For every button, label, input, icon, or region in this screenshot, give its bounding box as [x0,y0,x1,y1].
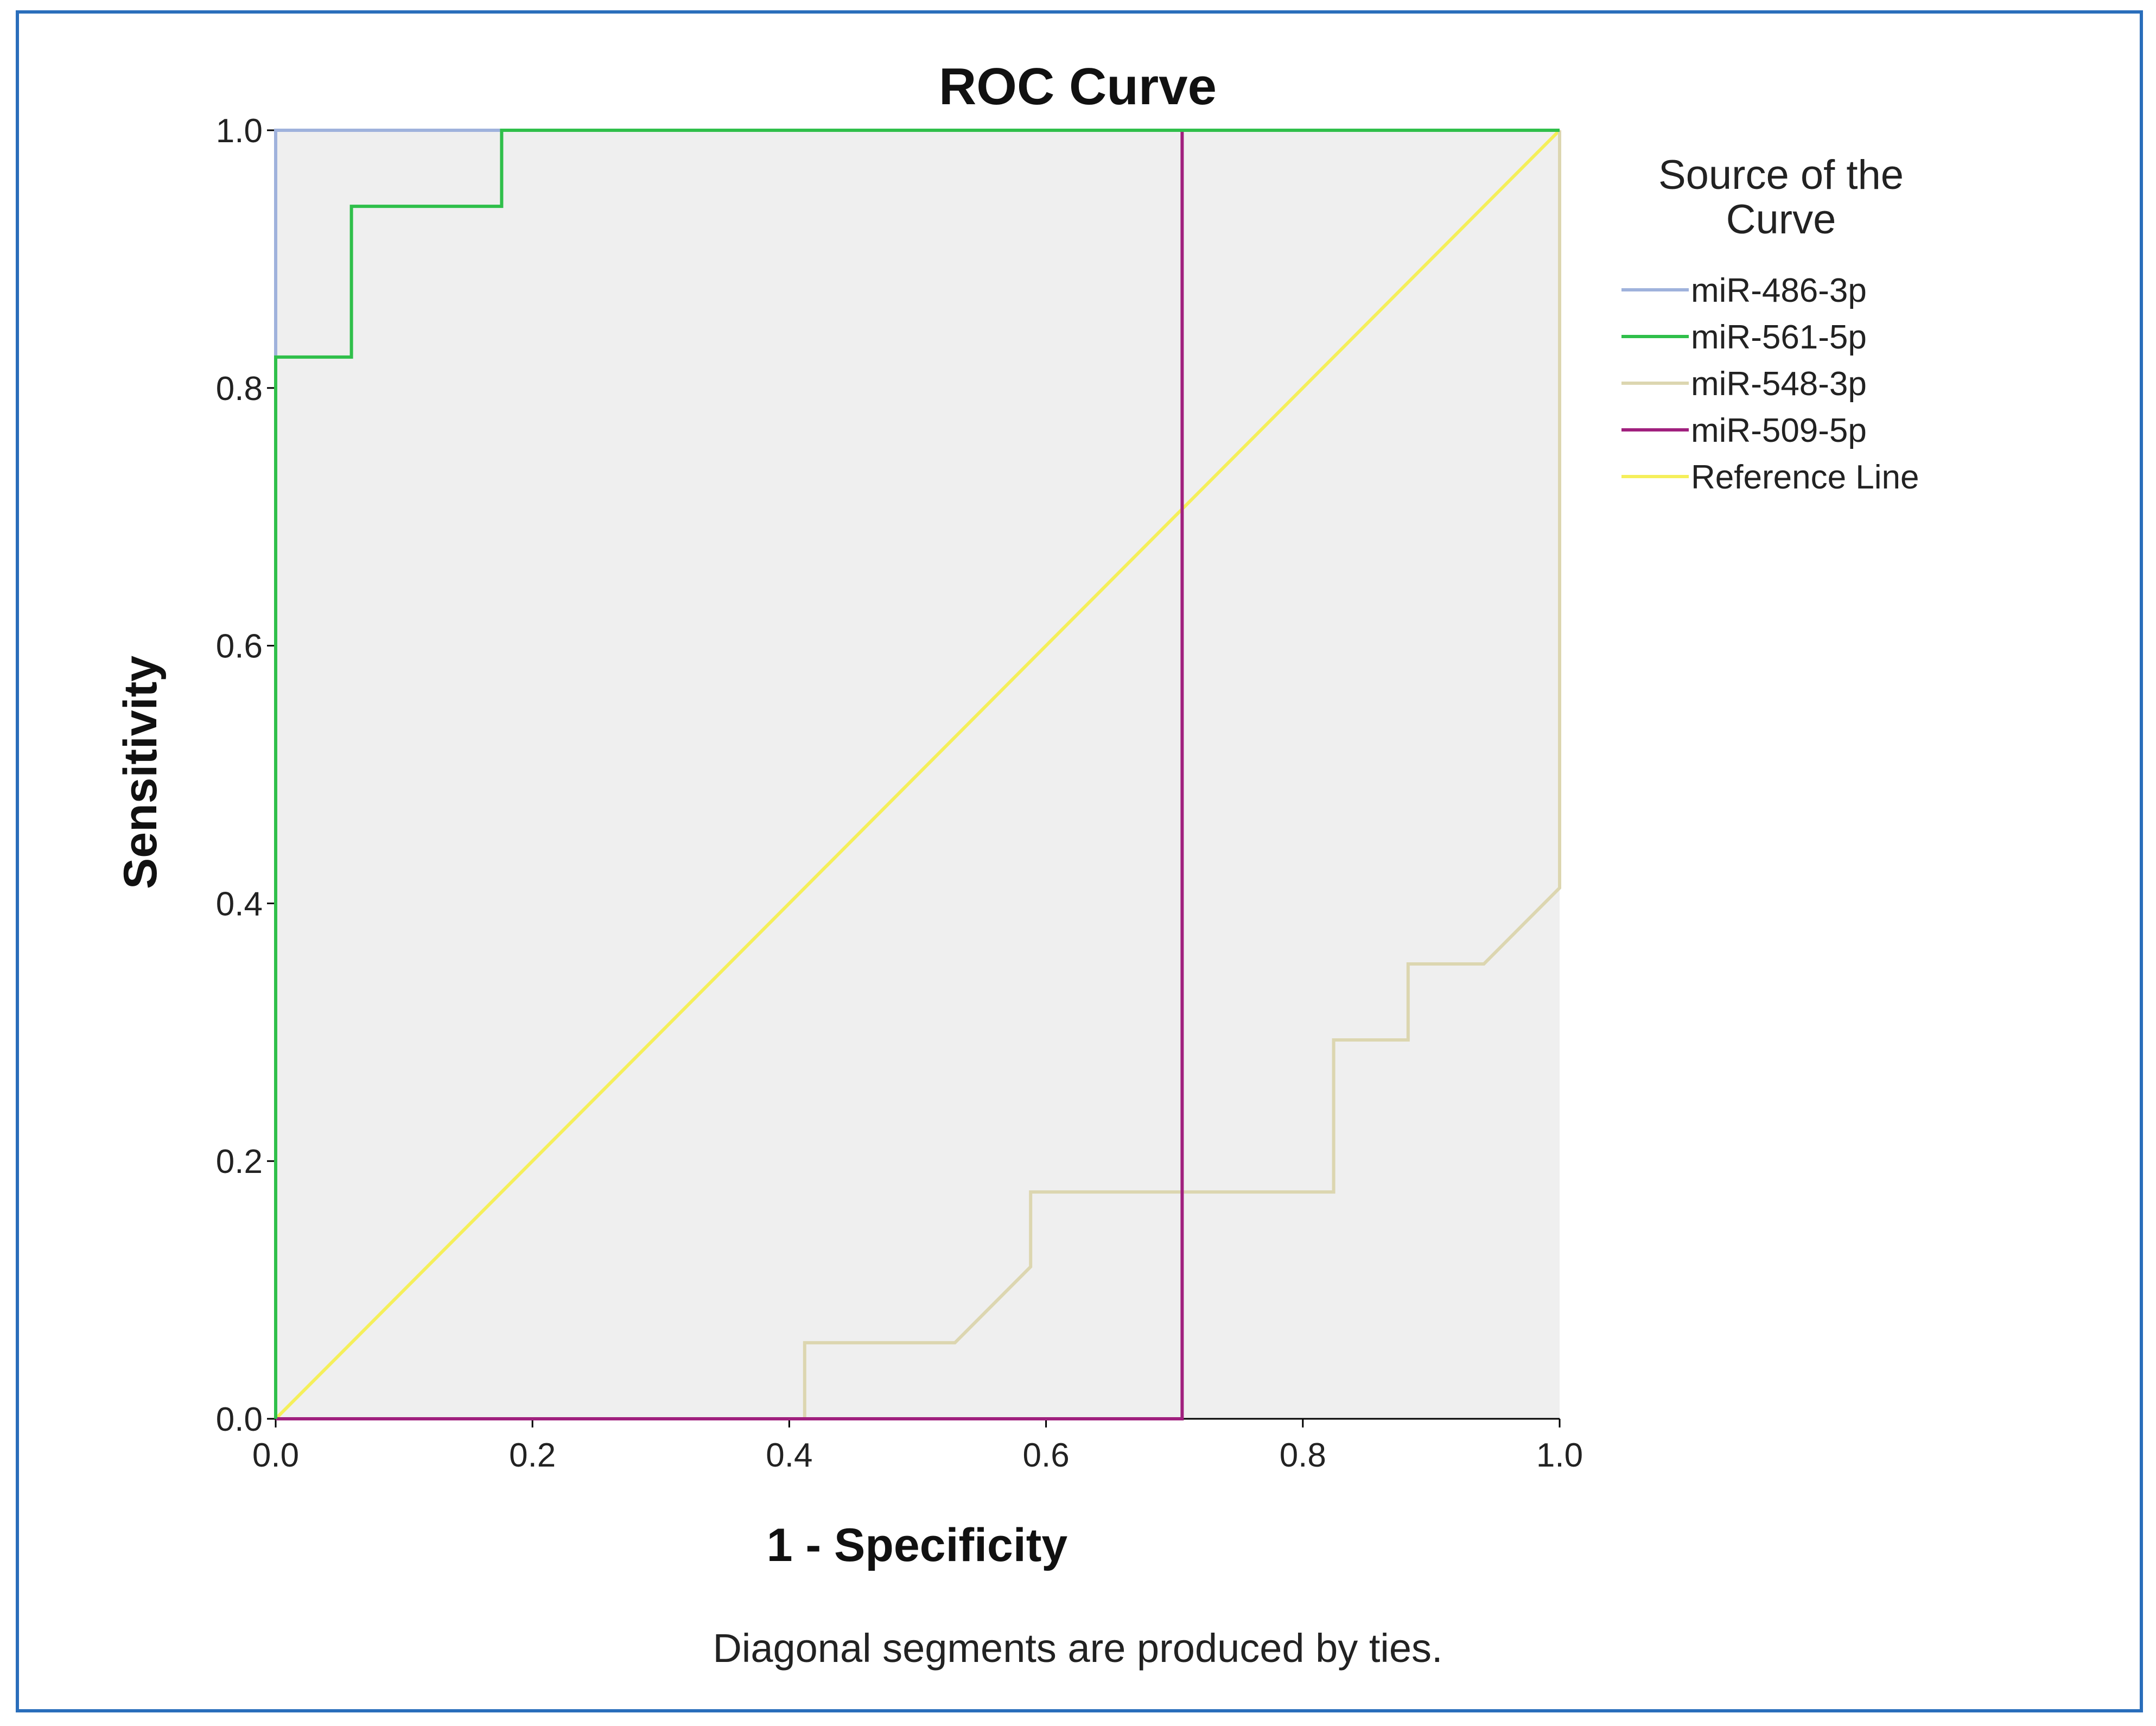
x-tick-label: 0.4 [766,1437,812,1474]
footnote: Diagonal segments are produced by ties. [713,1626,1442,1671]
y-tick-label: 0.8 [216,370,263,408]
series-lines [274,129,1561,1420]
y-tick-label: 0.6 [216,628,263,665]
x-tick-label: 0.6 [1022,1437,1069,1474]
legend-label-mir-561-5p: miR-561-5p [1691,319,1867,356]
legend-label-mir-509-5p: miR-509-5p [1691,412,1867,449]
y-tick-label: 1.0 [216,112,263,150]
series-line-reference-line [274,129,1561,1420]
axes: 0.0 0.2 0.4 0.6 0.8 1.0 0.0 0.2 0.4 0.6 0.8 1.0 [216,112,1583,1474]
y-tick-label: 0.4 [216,885,263,923]
legend-title: Source of the [1658,152,1904,198]
x-tick-label: 0.0 [252,1437,299,1474]
x-tick-label: 0.8 [1280,1437,1326,1474]
legend-label-mir-486-3p: miR-486-3p [1691,272,1867,309]
y-tick-label: 0.0 [216,1401,263,1438]
legend-label-reference-line: Reference Line [1691,459,1919,496]
chart-title: ROC Curve [939,58,1217,116]
y-tick-label: 0.2 [216,1143,263,1181]
legend-title: Curve [1726,196,1836,243]
legend-label-mir-548-3p: miR-548-3p [1691,365,1867,403]
series-line-mir-561-5p [274,129,1560,1419]
series-line-mir-548-3p [276,130,1561,1420]
x-tick-label: 1.0 [1536,1437,1583,1474]
y-axis-title: Sensitivity [115,656,167,889]
x-tick-label: 0.2 [509,1437,556,1474]
x-axis-title: 1 - Specificity [767,1519,1068,1571]
